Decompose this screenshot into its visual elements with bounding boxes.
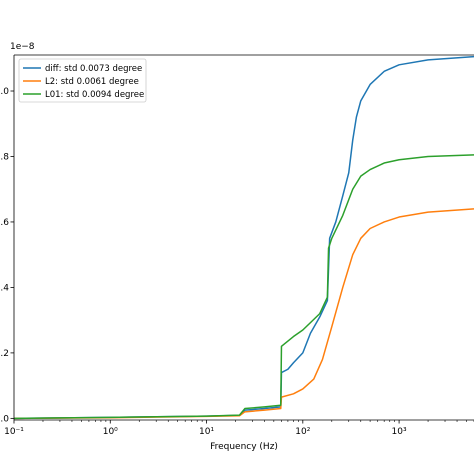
ticks-layer: 10⁻¹ 10⁰ 10¹ 10² 10³ 0.0 0.2 0.4 0.6 0.8 1.0	[0, 87, 474, 437]
legend: diff: std 0.0073 degree L2: std 0.0061 de…	[18, 58, 147, 103]
legend-box	[18, 58, 147, 103]
y-tick-label: 1.0	[0, 87, 9, 97]
y-tick-label: 0.8	[0, 152, 9, 162]
series-line-3	[13, 154, 474, 420]
y-offset-label: 1e−8	[10, 42, 35, 52]
series-layer	[13, 55, 474, 420]
axes-layer	[13, 54, 474, 421]
y-tick-label: 0.2	[0, 349, 9, 359]
x-tick-label: 10⁻¹	[4, 427, 24, 437]
x-tick-label: 10²	[295, 427, 310, 437]
y-tick-label: 0.6	[0, 218, 9, 228]
y-tick-label: 0.4	[0, 283, 9, 293]
y-tick-label: 0.0	[0, 414, 9, 424]
legend-label-2: L2: std 0.0061 degree	[45, 77, 139, 87]
legend-label-3: L01: std 0.0094 degree	[45, 90, 144, 100]
x-tick-label: 10⁰	[103, 427, 118, 437]
x-axis-label: Frequency (Hz)	[210, 442, 278, 452]
x-tick-label: 10³	[392, 427, 407, 437]
legend-label-1: diff: std 0.0073 degree	[45, 64, 142, 74]
series-line-2	[13, 208, 474, 420]
x-tick-label: 10¹	[199, 427, 214, 437]
series-line-1	[13, 55, 474, 420]
